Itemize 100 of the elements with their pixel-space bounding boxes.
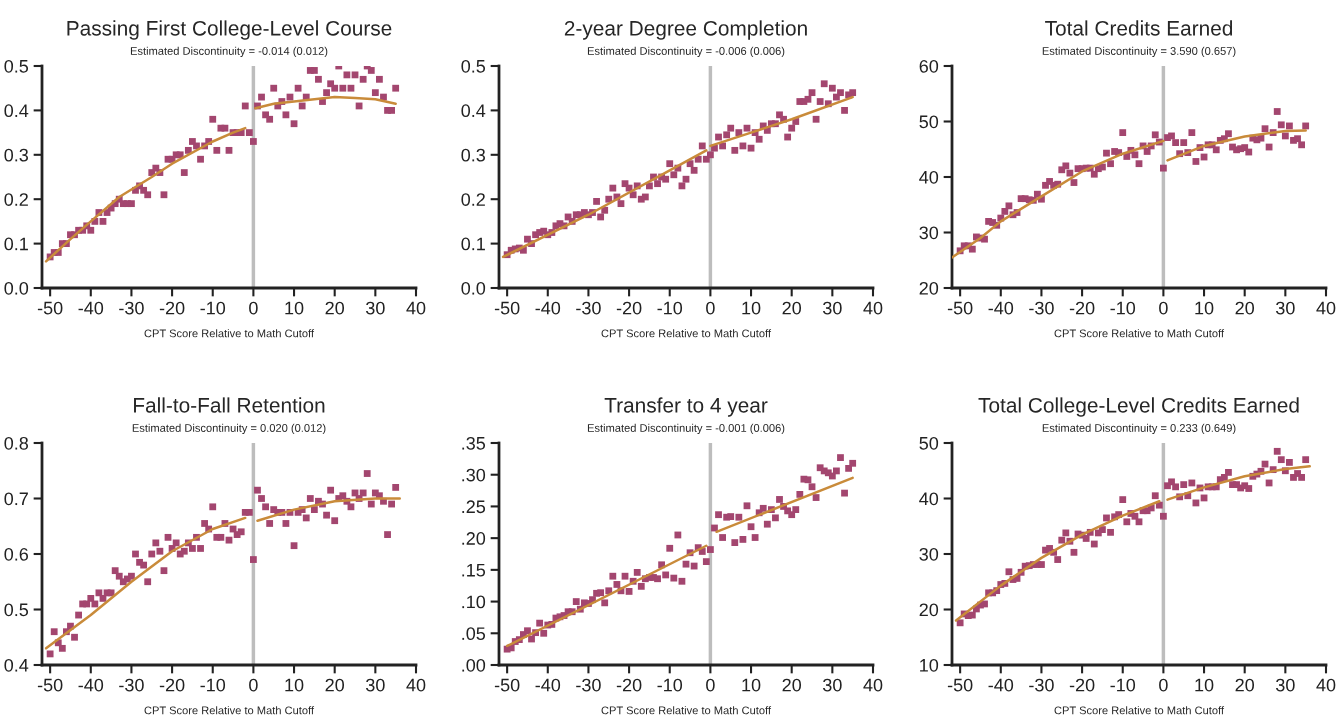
x-tick-label: 20 [325, 678, 345, 692]
y-tick-label: 0.4 [4, 104, 29, 118]
x-tick-label: 30 [1276, 678, 1295, 692]
x-tick-label: 0 [1159, 301, 1168, 315]
y-tick-label: 50 [919, 436, 939, 450]
x-tick-label: -10 [1110, 301, 1136, 315]
y-tick-label: .25 [462, 500, 486, 514]
x-tick-label: 20 [782, 301, 802, 315]
chart-subtitle: Estimated Discontinuity = 0.233 (0.649) [1042, 423, 1236, 435]
y-tick-label: 10 [920, 658, 939, 672]
y-tick-label: 0.2 [461, 193, 485, 206]
x-axis-title: CPT Score Relative to Math Cutoff [144, 706, 315, 715]
x-tick-label: -50 [947, 678, 973, 692]
x-tick-label: -10 [1110, 678, 1136, 692]
x-axis-title: CPT Score Relative to Math Cutoff [1054, 706, 1225, 715]
y-tick-label: .05 [462, 627, 486, 641]
y-tick-label: 0.3 [4, 148, 29, 162]
y-tick-label: 30 [919, 547, 939, 561]
x-tick-label: 30 [823, 301, 842, 315]
chart-title: Transfer to 4 year [604, 397, 768, 417]
x-tick-label: -40 [988, 678, 1014, 692]
y-tick-label: 0.5 [4, 603, 29, 617]
x-tick-label: -40 [988, 301, 1014, 315]
x-tick-label: -20 [616, 678, 642, 692]
x-tick-label: 10 [1195, 678, 1214, 692]
y-tick-label: 0.8 [4, 436, 29, 450]
chart-title: 2-year Degree Completion [564, 20, 807, 40]
x-tick-label: -30 [576, 301, 601, 315]
x-tick-label: 0 [249, 678, 258, 692]
chart-title: Total College-Level Credits Earned [978, 397, 1299, 417]
chart-title: Fall-to-Fall Retention [134, 397, 325, 413]
x-tick-label: -30 [119, 301, 144, 315]
x-tick-label: 0 [1159, 678, 1168, 692]
x-tick-label: -20 [1069, 301, 1095, 315]
x-tick-label: -40 [535, 678, 561, 692]
x-tick-label: -20 [1069, 678, 1095, 692]
y-tick-label: 0.6 [4, 547, 29, 561]
chart-subtitle: Estimated Discontinuity = -0.006 (0.006) [587, 46, 785, 58]
chart-subtitle: Estimated Discontinuity = -0.014 (0.012) [130, 46, 328, 58]
x-tick-label: -50 [37, 678, 63, 692]
x-tick-label: 40 [406, 301, 426, 315]
x-tick-label: -50 [37, 301, 63, 315]
x-tick-label: -40 [78, 301, 104, 315]
x-tick-label: 10 [742, 301, 761, 315]
y-tick-label: 20 [919, 603, 939, 617]
x-tick-label: -30 [576, 678, 601, 692]
x-axis-title: CPT Score Relative to Math Cutoff [601, 329, 772, 338]
line-series [1166, 465, 1311, 501]
x-tick-label: 40 [863, 301, 883, 315]
x-tick-label: 20 [782, 678, 802, 692]
y-tick-label: 50 [919, 115, 939, 129]
y-tick-label: 60 [919, 59, 939, 73]
x-tick-label: 10 [1195, 301, 1214, 315]
chart-subtitle: Estimated Discontinuity = -0.001 (0.006) [587, 423, 785, 435]
x-tick-label: 0 [249, 301, 258, 315]
y-tick-label: .30 [462, 468, 486, 482]
y-tick-label: 40 [919, 170, 939, 184]
y-tick-label: 0.0 [461, 281, 486, 295]
y-tick-label: 0.1 [461, 237, 485, 251]
x-tick-label: 10 [742, 678, 761, 692]
x-tick-label: -30 [119, 678, 144, 692]
y-tick-label: .15 [462, 563, 486, 577]
y-tick-label: 0.5 [4, 59, 29, 73]
x-tick-label: -50 [494, 301, 520, 315]
x-tick-label: 20 [325, 301, 345, 315]
x-tick-label: 0 [706, 678, 715, 692]
x-tick-label: 40 [863, 678, 883, 692]
x-tick-label: 40 [1316, 301, 1336, 315]
x-tick-label: -50 [494, 678, 520, 692]
line-series [254, 95, 397, 110]
x-tick-label: 40 [406, 678, 426, 692]
x-tick-label: -50 [947, 301, 973, 315]
y-tick-label: 0.2 [4, 193, 28, 206]
x-tick-label: -10 [657, 301, 683, 315]
x-tick-label: 30 [823, 678, 842, 692]
chart-title: Total Credits Earned [1045, 20, 1233, 36]
x-tick-label: -10 [200, 301, 226, 315]
x-tick-label: -10 [200, 678, 226, 692]
x-tick-label: -40 [535, 301, 561, 315]
y-tick-label: 40 [919, 492, 939, 506]
y-tick-label: 0.4 [461, 104, 486, 118]
y-tick-label: .00 [462, 658, 486, 672]
y-tick-label: .20 [462, 532, 486, 545]
x-tick-label: -20 [159, 678, 185, 692]
y-tick-label: 0.3 [461, 148, 486, 162]
chart-subtitle: Estimated Discontinuity = 3.590 (0.657) [1042, 46, 1236, 58]
x-tick-label: 30 [366, 301, 385, 315]
x-axis-title: CPT Score Relative to Math Cutoff [144, 329, 315, 338]
chart-title: Passing First College-Level Course [67, 20, 392, 40]
y-tick-label: 0.1 [4, 237, 28, 251]
x-tick-label: 30 [1276, 301, 1295, 315]
x-tick-label: -10 [657, 678, 683, 692]
x-tick-label: -40 [78, 678, 104, 692]
x-tick-label: 20 [1235, 301, 1255, 315]
x-tick-label: 20 [1235, 678, 1255, 692]
x-tick-label: -20 [616, 301, 642, 315]
y-tick-label: 0.7 [4, 492, 28, 506]
x-axis-title: CPT Score Relative to Math Cutoff [1054, 329, 1225, 338]
y-tick-label: .10 [462, 595, 486, 609]
x-tick-label: -30 [1029, 301, 1054, 315]
